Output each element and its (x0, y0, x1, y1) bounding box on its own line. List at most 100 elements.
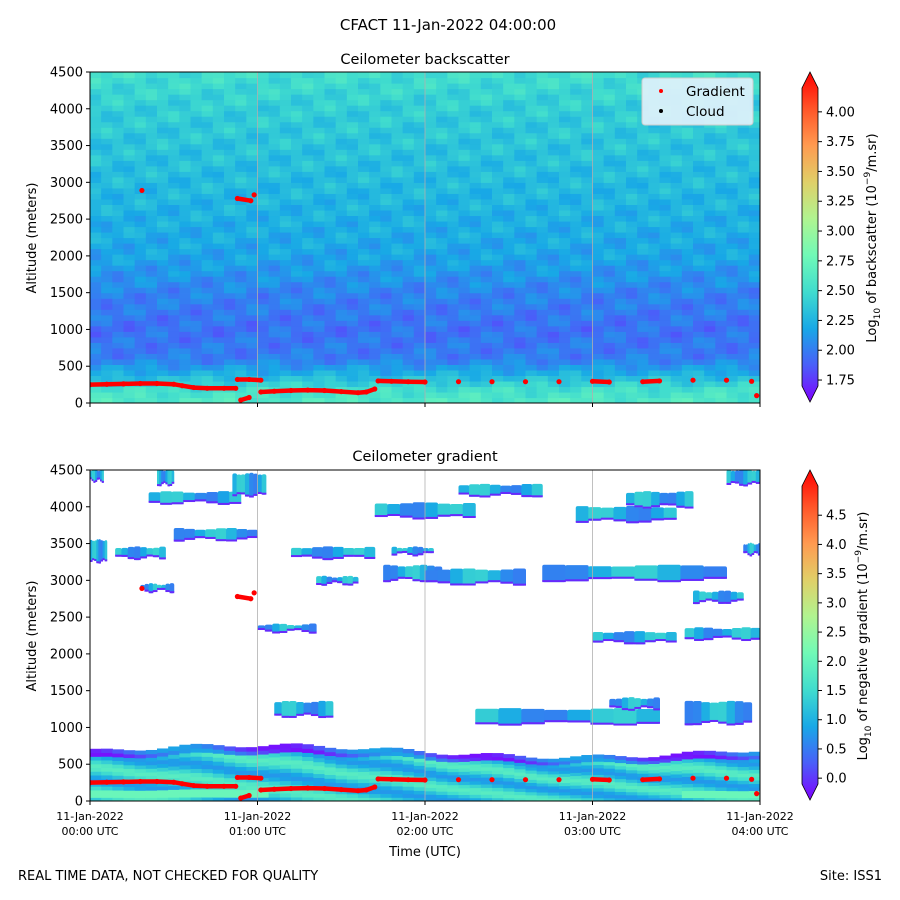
gradient-cell (693, 757, 705, 763)
backscatter-cell (469, 336, 482, 343)
backscatter-cell (480, 281, 493, 288)
backscatter-cell (726, 138, 739, 145)
cloud-patch-edge (711, 599, 719, 602)
backscatter-cell (559, 391, 571, 399)
backscatter-cell (603, 342, 616, 349)
gradient-cell (436, 767, 448, 772)
cloud-patch-edge (412, 554, 419, 557)
backscatter-cell (157, 231, 169, 239)
backscatter-cell (123, 298, 136, 305)
gradient-cell (190, 756, 203, 761)
backscatter-cell (458, 88, 471, 95)
backscatter-cell (637, 325, 649, 332)
gradient-cell (335, 771, 348, 776)
backscatter-cell (737, 154, 750, 161)
backscatter-cell (480, 171, 493, 178)
backscatter-cell (145, 127, 158, 134)
backscatter-cell (570, 110, 582, 117)
cloud-patch-edge (655, 639, 667, 642)
colorbar-tick-label: 2.00 (826, 344, 855, 359)
backscatter-cell (503, 347, 515, 354)
gradient-cell (648, 757, 661, 761)
backscatter-cell (112, 386, 125, 393)
backscatter-cell (458, 160, 471, 167)
backscatter-cell (279, 171, 292, 178)
cloud-patch-edge (133, 558, 141, 561)
backscatter-cell (391, 138, 404, 145)
backscatter-cell (369, 347, 381, 354)
backscatter-cell (212, 364, 225, 371)
cloud-patch-edge (747, 553, 751, 556)
backscatter-cell (603, 364, 616, 371)
gradient-cell (614, 765, 627, 770)
backscatter-cell (514, 364, 527, 371)
backscatter-cell (402, 176, 415, 183)
backscatter-cell (369, 138, 381, 145)
backscatter-cell (536, 292, 549, 299)
backscatter-cell (715, 303, 728, 310)
backscatter-cell (123, 391, 136, 399)
gradient-cell (648, 791, 661, 796)
gradient-cell (659, 784, 672, 789)
gradient-cell (324, 793, 337, 798)
backscatter-cell (168, 231, 180, 239)
backscatter-cell (179, 149, 192, 156)
backscatter-cell (726, 358, 739, 365)
backscatter-cell (425, 254, 437, 261)
gradient-cell (425, 780, 437, 785)
backscatter-cell (268, 83, 281, 90)
backscatter-cell (90, 83, 102, 90)
backscatter-cell (134, 88, 147, 95)
cloud-patch-edge (542, 580, 566, 583)
cloud-patch-edge (757, 553, 760, 556)
backscatter-cell (480, 209, 493, 217)
backscatter-cell (614, 243, 627, 250)
backscatter-cell (402, 391, 415, 399)
cloud-patch-cell (437, 503, 451, 517)
cloud-patch-edge (676, 505, 686, 508)
backscatter-cell (570, 182, 582, 189)
backscatter-cell (246, 220, 259, 228)
gradient-cell (257, 773, 270, 779)
cloud-patch-cell (321, 575, 328, 586)
cloud-patch-edge (684, 723, 694, 726)
cloud-patch-edge (730, 599, 738, 602)
gradient-cell (112, 797, 125, 801)
cloud-patch-cell (397, 566, 406, 579)
backscatter-cell (235, 149, 247, 156)
backscatter-cell (112, 254, 125, 261)
backscatter-cell (480, 160, 493, 167)
cloud-patch-cell (194, 492, 207, 502)
backscatter-cell (402, 204, 415, 211)
backscatter-cell (212, 204, 225, 211)
gradient-cell (279, 796, 292, 801)
backscatter-cell (380, 336, 393, 343)
backscatter-cell (302, 391, 314, 399)
gradient-cell (235, 766, 247, 771)
backscatter-cell (246, 237, 259, 244)
gradient-cell (134, 793, 147, 798)
backscatter-cell (570, 77, 582, 84)
backscatter-cell (469, 391, 482, 399)
gradient-cell (324, 770, 337, 776)
cloud-patch-edge (709, 719, 719, 722)
gradient-cell (570, 769, 582, 773)
backscatter-cell (179, 386, 192, 393)
backscatter-cell (626, 187, 638, 194)
backscatter-cell (559, 325, 571, 332)
gradient-cell (157, 785, 169, 791)
backscatter-cell (157, 237, 169, 244)
gradient-cell (648, 794, 661, 799)
gradient-cell (101, 756, 113, 761)
gradient-cell (402, 789, 415, 795)
backscatter-cell (279, 187, 292, 194)
backscatter-cell (570, 347, 582, 354)
backscatter-cell (101, 204, 113, 211)
backscatter-cell (659, 314, 672, 321)
backscatter-cell (235, 94, 247, 101)
backscatter-cell (346, 243, 359, 250)
backscatter-cell (358, 187, 370, 194)
gradient-cell (157, 770, 169, 776)
backscatter-cell (90, 121, 102, 128)
backscatter-cell (447, 105, 460, 112)
